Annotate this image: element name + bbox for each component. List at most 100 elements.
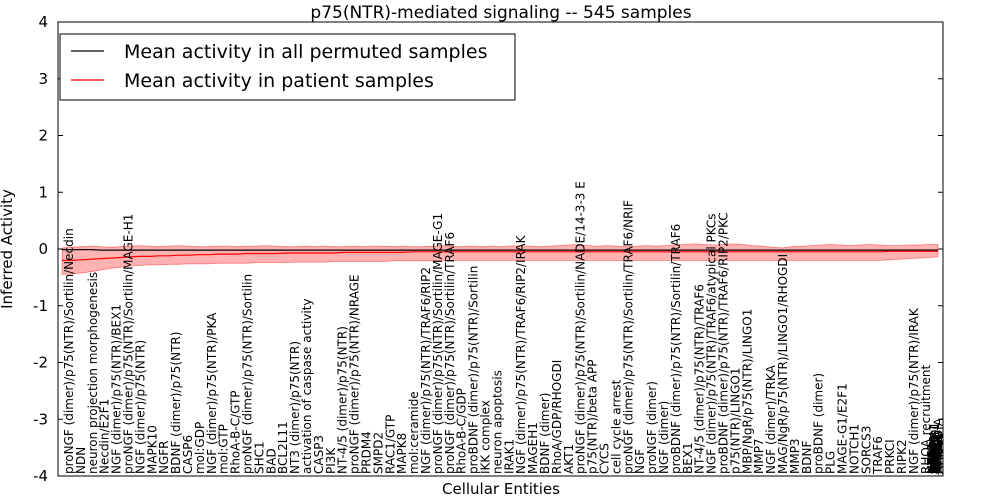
category-label-36: neuron apoptosis bbox=[490, 370, 504, 474]
category-label-37: IRAK1 bbox=[502, 439, 516, 474]
category-label-90: E2F1 bbox=[931, 444, 945, 474]
category-label-30: NGF (dimer)/p75(NTR)/TRAF6/RIP2 bbox=[419, 267, 433, 474]
category-label-31: proNGF (dimer)/p75(NTR)/Sortilin/MAGE-G1 bbox=[431, 213, 445, 474]
category-label-47: proNGF (dimer)/p75(NTR)/Sortilin/TRAF6/N… bbox=[621, 200, 635, 474]
category-label-62: BDNF bbox=[800, 441, 814, 474]
category-label-24: proNGF (dimer)/p75(NTR)/NRAGE bbox=[348, 274, 362, 474]
category-label-89: PIK3CA bbox=[930, 430, 944, 474]
category-label-87: YWHAE bbox=[930, 430, 944, 475]
category-label-82: RHOB bbox=[928, 439, 942, 474]
category-label-54: NGF (dimer)/p75(NTR)/TRAF6/atypical PKCs bbox=[705, 213, 719, 474]
category-label-40: BDNF (dimer) bbox=[538, 393, 552, 475]
category-label-61: MMP3 bbox=[788, 438, 802, 474]
y-tick-label-7: 3 bbox=[38, 70, 48, 88]
y-tick-label-0: -4 bbox=[33, 467, 48, 485]
category-label-91: NFKB1 bbox=[931, 434, 945, 474]
category-label-38: NGF (dimer)/p75(NTR)/TRAF6/RIP2/IRAK bbox=[514, 234, 528, 474]
line-layer bbox=[62, 249, 938, 261]
category-label-86: ITGB3 bbox=[929, 438, 943, 474]
category-label-92: RHOC bbox=[931, 439, 945, 474]
category-label-28: MAPK8 bbox=[395, 433, 409, 474]
category-label-0: proNGF (dimer)/p75(NTR)/Sortilin/Necdin bbox=[62, 228, 76, 474]
legend: Mean activity in all permuted samples Me… bbox=[59, 33, 516, 101]
category-label-33: RhoA-B-C/GDP bbox=[455, 388, 469, 474]
category-label-25: PRDM4 bbox=[360, 431, 374, 474]
legend-label-patient: Mean activity in patient samples bbox=[124, 70, 434, 92]
category-label-41: RhoA/GDP/RHOGDI bbox=[550, 360, 564, 474]
y-axis-label: Inferred Activity bbox=[0, 189, 16, 309]
y-tick-label-5: 1 bbox=[38, 183, 48, 201]
category-label-79: SQSTM1 bbox=[927, 424, 941, 474]
category-label-8: NGFR bbox=[157, 440, 171, 474]
y-tick-label-3: -1 bbox=[33, 297, 48, 315]
category-label-35: IKK complex bbox=[479, 400, 493, 474]
category-label-45: CYCS bbox=[598, 443, 612, 474]
legend-box bbox=[59, 33, 516, 101]
category-label-6: NGF (dimer)/p75(NTR) bbox=[133, 340, 147, 474]
legend-label-permuted: Mean activity in all permuted samples bbox=[124, 41, 487, 63]
category-label-16: SHC1 bbox=[252, 441, 266, 474]
category-label-85: PSEN1 bbox=[929, 435, 943, 474]
category-label-88: IRAK2 bbox=[930, 439, 944, 474]
category-label-83: MAGED1 bbox=[928, 422, 942, 474]
category-label-9: BDNF (dimer)/p75(NTR) bbox=[169, 332, 183, 474]
category-label-43: proNGF (dimer)/p75(NTR)/Sortilin/NADE/14… bbox=[574, 181, 588, 474]
category-label-69: PRKCI bbox=[883, 439, 897, 474]
category-label-15: proNGF (dimer)/p75(NTR)/Sortilin bbox=[241, 274, 255, 474]
category-label-46: cell cycle arrest bbox=[609, 379, 623, 474]
category-label-13: mol:GTP bbox=[217, 424, 231, 474]
category-label-20: activation of caspase activity bbox=[300, 299, 314, 474]
category-label-3: Necdin/E2F1 bbox=[98, 399, 112, 474]
category-label-7: MAPK10 bbox=[145, 425, 159, 474]
y-tick-label-1: -3 bbox=[33, 410, 48, 428]
category-label-60: MAG/NgR/p75(NTR)/LINGO1/RHOGDI bbox=[776, 254, 790, 474]
y-tick-label-4: 0 bbox=[38, 240, 48, 258]
category-label-26: SMPD2 bbox=[371, 432, 385, 474]
category-label-84: RTN4 bbox=[929, 443, 943, 474]
category-label-5: proNGF (dimer)/p75(NTR)/Sortilin/MAGE-H1 bbox=[122, 214, 136, 474]
category-label-75: JUN bbox=[925, 453, 939, 475]
category-label-22: PI3K bbox=[324, 447, 338, 474]
category-label-50: NGF (dimer) bbox=[657, 401, 671, 474]
category-label-56: p75(NTR)/LINGO1 bbox=[728, 367, 742, 474]
category-label-74: NTF3 bbox=[925, 443, 939, 474]
category-label-23: NT-4/5 (dimer)/p75(NTR) bbox=[336, 326, 350, 474]
y-axis-ticks: -4 -3 -2 -1 0 1 2 3 4 bbox=[33, 13, 943, 485]
category-label-17: BAD bbox=[264, 448, 278, 474]
category-label-52: BEX1 bbox=[681, 442, 695, 474]
category-label-49: proNGF (dimer) bbox=[645, 381, 659, 474]
category-label-58: MMP7 bbox=[752, 438, 766, 474]
category-label-1: NDN bbox=[74, 447, 88, 474]
category-label-2: neuron projection morphogenesis bbox=[86, 272, 100, 474]
category-label-53: NT-4/5 (dimer)/p75(NTR)/TRAF6 bbox=[693, 284, 707, 474]
chart-title: p75(NTR)-mediated signaling -- 545 sampl… bbox=[310, 3, 691, 23]
category-label-32: proNGF (dimer)/p75(NTR)/Sortilin/TRAF6 bbox=[443, 232, 457, 474]
category-label-55: proBDNF (dimer)/p75(NTR)/TRAF6/RIP2/PKC bbox=[717, 212, 731, 474]
category-label-80: SORT1 bbox=[927, 435, 941, 475]
category-label-73: MAPK1 bbox=[931, 433, 945, 474]
category-label-11: mol:GDP bbox=[193, 422, 207, 474]
category-label-77: APP bbox=[926, 451, 940, 474]
category-label-42: AKT1 bbox=[562, 444, 576, 474]
category-label-93: ARHGDIA bbox=[932, 417, 946, 474]
category-label-14: RhoA-B-C/GTP bbox=[229, 390, 243, 474]
category-label-71: NGF (dimer)/p75(NTR)/IRAK bbox=[907, 307, 921, 474]
category-label-70: RIPK2 bbox=[895, 439, 909, 474]
category-label-39: MAGEH1 bbox=[526, 422, 540, 474]
x-axis-label: Cellular Entities bbox=[442, 480, 560, 498]
category-label-4: NGF (dimer)/p75(NTR)/BEX1 bbox=[110, 304, 124, 474]
category-label-12: NGF (dimer)/p75(NTR)/PKA bbox=[205, 312, 219, 474]
category-label-76: NTF4 bbox=[926, 443, 940, 474]
permuted-mean-line bbox=[62, 249, 938, 251]
category-label-81: RAC1 bbox=[928, 442, 942, 474]
category-label-27: RAC1/GTP bbox=[383, 415, 397, 474]
category-label-18: BCL2L11 bbox=[276, 421, 290, 474]
category-label-44: p75(NTR)/beta APP bbox=[586, 360, 600, 475]
category-label-66: NOTCH1 bbox=[847, 424, 861, 474]
category-label-68: TRAF6 bbox=[871, 436, 885, 475]
category-label-63: proBDNF (dimer) bbox=[812, 373, 826, 474]
category-label-34: proBDNF (dimer)/p75(NTR)/Sortilin bbox=[467, 266, 481, 474]
category-label-29: mol:ceramide bbox=[407, 391, 421, 474]
category-label-19: NT3 (dimer)/p75(NTR) bbox=[288, 341, 302, 474]
